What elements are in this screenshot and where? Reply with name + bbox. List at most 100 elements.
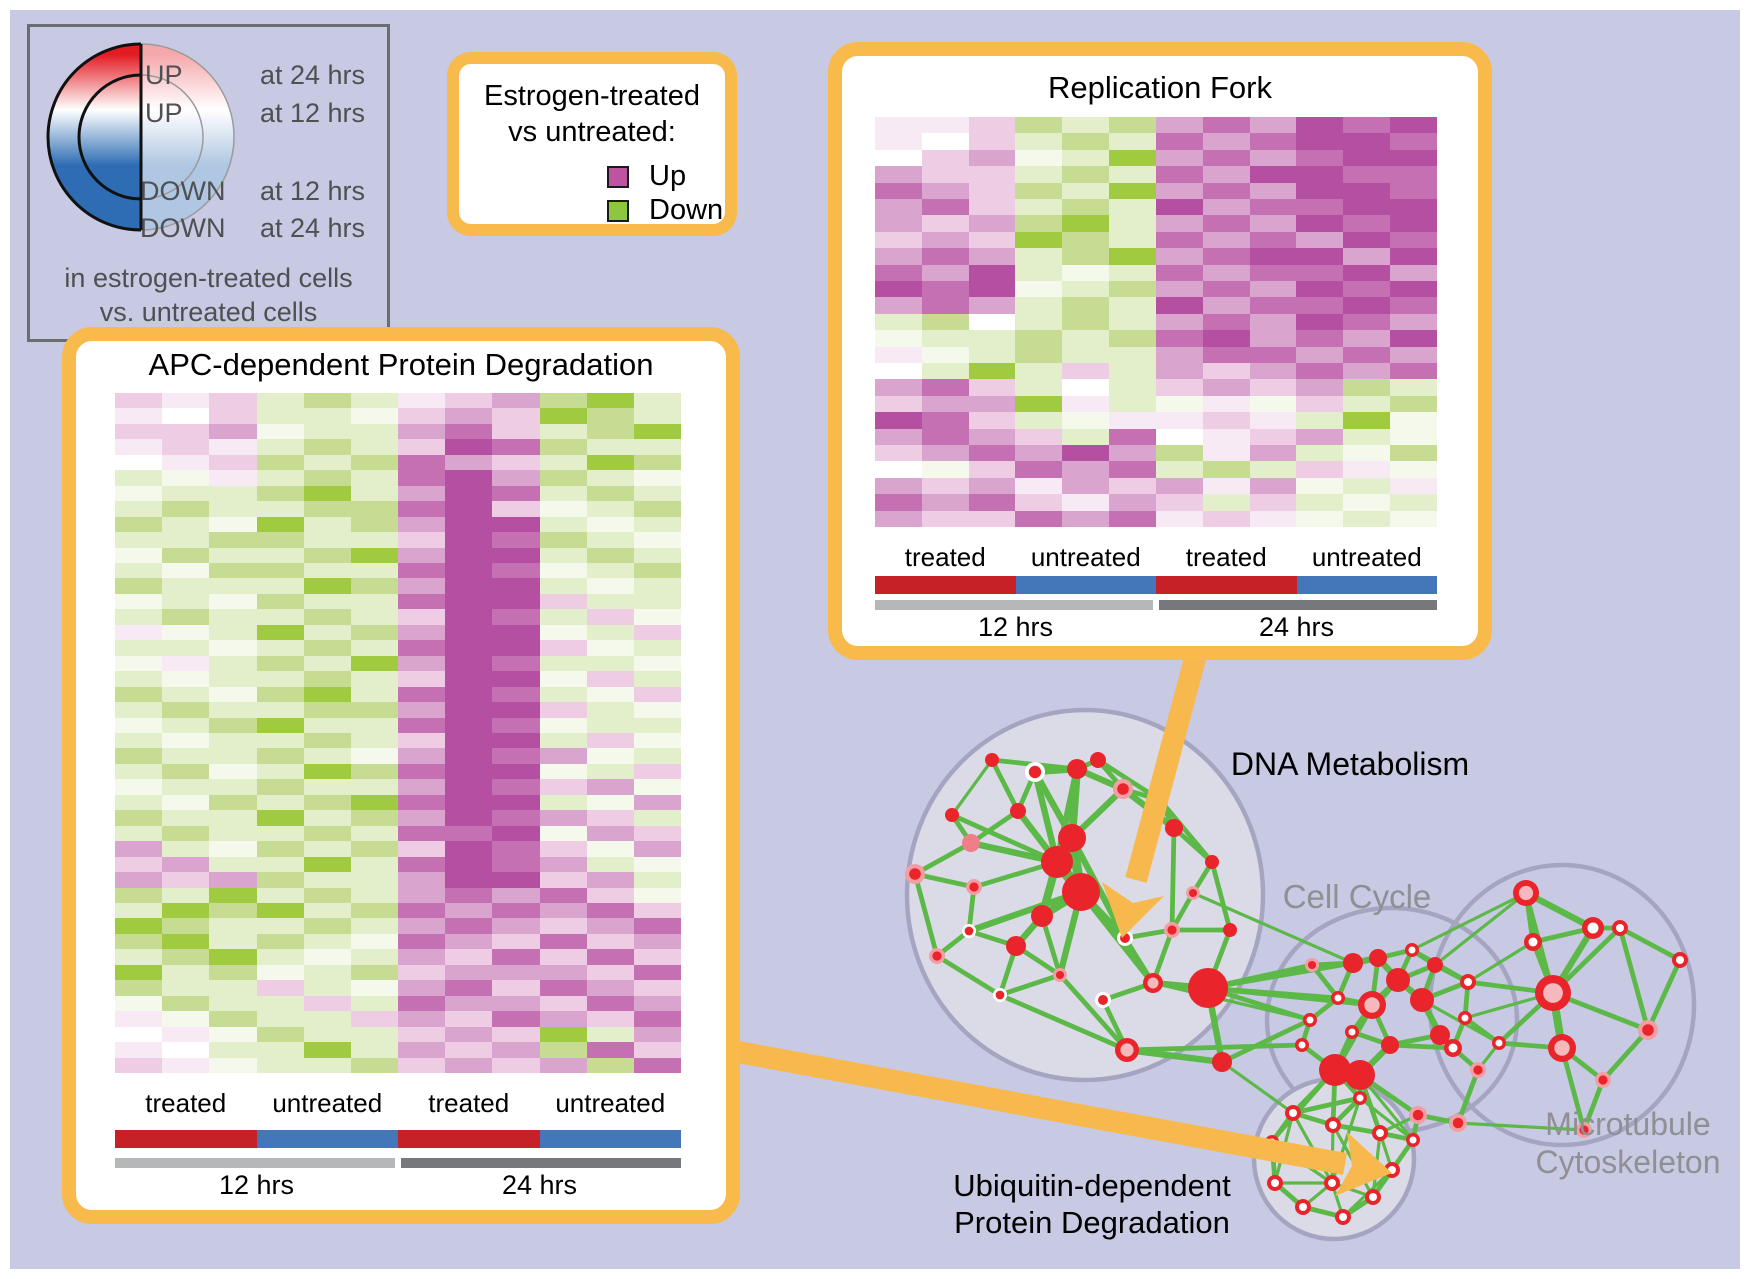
heatmap-cell: [539, 609, 587, 625]
heatmap-cell: [539, 732, 587, 749]
heatmap-cell: [256, 763, 304, 780]
heatmap-cell: [1155, 117, 1203, 134]
heatmap-cell: [209, 779, 257, 795]
heatmap-cell: [1296, 231, 1344, 249]
network-node-solid: [1006, 936, 1026, 956]
heatmap-cell: [162, 593, 210, 610]
heatmap-cell: [209, 748, 257, 764]
heatmap-cell: [1202, 494, 1250, 511]
heatmap-cell: [1062, 379, 1110, 396]
heatmap-cell: [1343, 133, 1391, 150]
heatmap-cell: [921, 346, 969, 363]
heatmap-cell: [492, 593, 540, 610]
heatmap-cell: [1249, 412, 1297, 429]
apc-group-label: untreated: [555, 1088, 666, 1118]
heatmap-cell: [1155, 362, 1203, 380]
heatmap-cell: [209, 593, 257, 610]
heatmap-cell: [445, 980, 493, 996]
heatmap-cell: [1109, 395, 1156, 413]
heatmap-cell: [209, 964, 257, 981]
heatmap-cell: [921, 461, 969, 478]
updown-legend-title-line2: vs untreated:: [508, 116, 676, 148]
heatmap-cell: [1155, 248, 1203, 265]
apc-untreated-bar: [539, 1130, 681, 1148]
heatmap-cell: [256, 949, 304, 965]
heatmap-cell: [1202, 117, 1250, 134]
network-node-solid: [1062, 873, 1100, 911]
heatmap-cell: [256, 485, 304, 502]
heatmap-cell: [445, 1057, 493, 1073]
heatmap-cell: [633, 964, 681, 981]
heatmap-cell: [209, 887, 257, 903]
network-edge: [1617, 927, 1651, 1031]
heatmap-cell: [209, 1026, 257, 1043]
heatmap-cell: [539, 470, 587, 486]
heatmap-cell: [1109, 117, 1156, 134]
network-node-ring-center: [1334, 994, 1342, 1002]
heatmap-cell: [209, 902, 257, 919]
heatmap-cell: [398, 1057, 446, 1073]
heatmap-cell: [115, 562, 163, 579]
heatmap-cell: [921, 494, 969, 511]
network-node-solid: [1345, 1060, 1375, 1090]
heatmap-cell: [303, 964, 351, 981]
heatmap-cell: [1343, 395, 1391, 413]
heatmap-cell: [162, 748, 210, 764]
heatmap-cell: [256, 393, 304, 409]
heatmap-cell: [1296, 461, 1344, 478]
heatmap-cell: [162, 949, 210, 965]
heatmap-cell: [1202, 215, 1250, 232]
heatmap-cell: [1062, 510, 1110, 527]
heatmap-cell: [445, 702, 493, 718]
heatmap-cell: [1249, 395, 1297, 413]
heatmap-cell: [162, 547, 210, 563]
network-edge: [1389, 1042, 1454, 1051]
heatmap-cell: [303, 408, 351, 424]
heatmap-cell: [350, 671, 398, 687]
heatmap-cell: [115, 732, 163, 749]
heatmap-cell: [539, 794, 587, 811]
heatmap-cell: [586, 686, 634, 703]
heatmap-cell: [586, 501, 634, 517]
heatmap-cell: [1296, 346, 1344, 363]
heatmap-cell: [968, 395, 1016, 413]
heatmap-cell: [1109, 182, 1156, 199]
heatmap-cell: [256, 980, 304, 996]
heatmap-cell: [539, 748, 587, 764]
heatmap-cell: [875, 510, 922, 527]
heatmap-cell: [492, 841, 540, 857]
heatmap-cell: [1062, 428, 1110, 445]
heatmap-cell: [303, 423, 351, 440]
heatmap-cell: [1109, 362, 1156, 380]
heatmap-cell: [1015, 412, 1063, 429]
heatmap-cell: [209, 578, 257, 594]
heatmap-cell: [398, 794, 446, 811]
network-node-ring-center: [1495, 1039, 1503, 1047]
heatmap-cell: [539, 624, 587, 641]
heatmap-cell: [1343, 330, 1391, 347]
heatmap-cell: [209, 485, 257, 502]
heatmap-cell: [303, 887, 351, 903]
heatmap-cell: [586, 980, 634, 996]
heatmap-cell: [539, 964, 587, 981]
heatmap-cell: [1015, 346, 1063, 363]
heatmap-cell: [492, 933, 540, 950]
heatmap-cell: [303, 794, 351, 811]
apc-heatmap: [115, 393, 681, 1073]
heatmap-cell: [492, 748, 540, 764]
heatmap-cell: [1062, 313, 1110, 331]
heatmap-cell: [303, 902, 351, 919]
heatmap-cell: [162, 624, 210, 641]
heatmap-cell: [445, 408, 493, 424]
heatmap-cell: [1109, 494, 1156, 511]
heatmap-cell: [209, 686, 257, 703]
heatmap-cell: [539, 562, 587, 579]
network-edge: [914, 871, 975, 890]
heatmap-cell: [968, 494, 1016, 511]
heatmap-cell: [1109, 412, 1156, 429]
heatmap-cell: [162, 562, 210, 579]
heatmap-cell: [1249, 297, 1297, 314]
heatmap-cell: [1015, 428, 1063, 445]
network-edge: [1618, 925, 1682, 963]
network-node-ring-center: [1271, 1179, 1279, 1187]
